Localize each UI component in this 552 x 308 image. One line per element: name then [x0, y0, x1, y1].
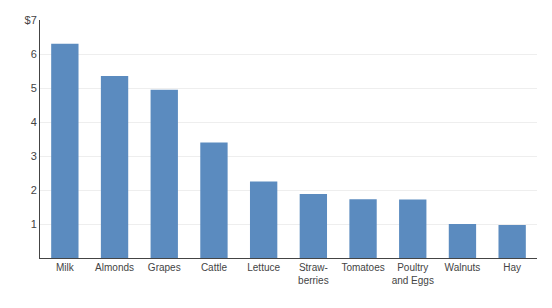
svg-text:Tomatoes: Tomatoes — [341, 262, 384, 273]
svg-text:Straw-berries: Straw-berries — [298, 262, 329, 286]
svg-text:$7: $7 — [25, 14, 37, 26]
svg-text:2: 2 — [31, 184, 37, 196]
svg-text:5: 5 — [31, 82, 37, 94]
svg-text:Cattle: Cattle — [201, 262, 228, 273]
svg-text:Poultryand Eggs: Poultryand Eggs — [392, 262, 434, 286]
svg-text:Walnuts: Walnuts — [445, 262, 481, 273]
svg-text:4: 4 — [31, 116, 37, 128]
svg-text:Milk: Milk — [56, 262, 75, 273]
svg-text:Hay: Hay — [503, 262, 521, 273]
svg-text:1: 1 — [31, 218, 37, 230]
svg-text:Grapes: Grapes — [148, 262, 181, 273]
svg-text:6: 6 — [31, 48, 37, 60]
svg-text:Lettuce: Lettuce — [247, 262, 280, 273]
svg-text:3: 3 — [31, 150, 37, 162]
svg-text:Almonds: Almonds — [95, 262, 134, 273]
